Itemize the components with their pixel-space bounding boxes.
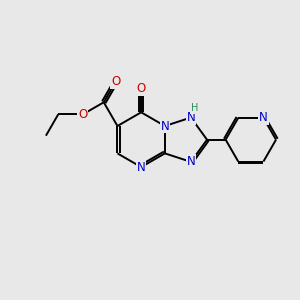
- Text: N: N: [137, 160, 146, 174]
- Text: O: O: [78, 108, 88, 121]
- Text: N: N: [187, 155, 195, 168]
- Text: O: O: [136, 82, 146, 95]
- Text: H: H: [191, 103, 198, 113]
- Text: N: N: [187, 111, 195, 124]
- Text: N: N: [160, 119, 169, 133]
- Text: O: O: [111, 75, 120, 88]
- Text: N: N: [259, 111, 268, 124]
